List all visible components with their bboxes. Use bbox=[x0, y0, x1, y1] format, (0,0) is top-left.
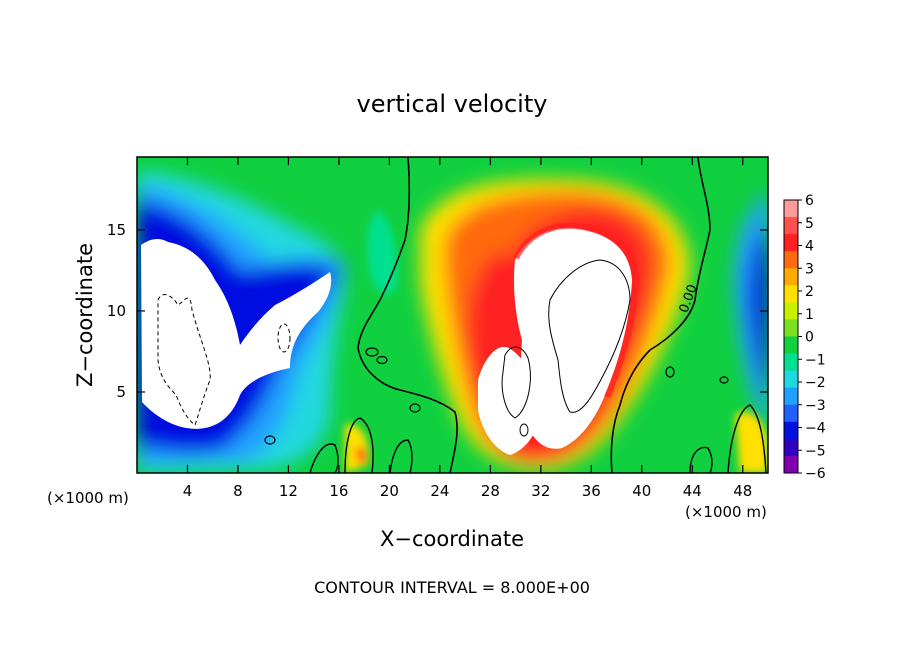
x-tick-label: 12 bbox=[279, 482, 298, 500]
downdraft-core-white bbox=[141, 238, 332, 429]
colorbar-swatch bbox=[784, 285, 798, 303]
updraft-core-white bbox=[513, 227, 632, 449]
y-axis: 5 10 15 bbox=[107, 221, 768, 401]
y-tick-label: 5 bbox=[116, 383, 126, 401]
colorbar-swatch bbox=[784, 421, 798, 440]
zero-contour-ring-4 bbox=[264, 435, 276, 445]
zero-contour-left bbox=[357, 157, 458, 473]
updraft-red-rim bbox=[513, 222, 640, 399]
colorbar-swatch bbox=[784, 455, 798, 474]
colorbar-swatch bbox=[784, 251, 798, 269]
y-tick-label: 15 bbox=[107, 221, 126, 239]
colorbar-swatch bbox=[784, 302, 798, 320]
contour-interval: CONTOUR INTERVAL = 8.000E+00 bbox=[314, 578, 590, 597]
mid-cyan-streak bbox=[367, 210, 397, 294]
x-tick-label: 32 bbox=[531, 482, 550, 500]
y-tick-label: 10 bbox=[107, 302, 126, 320]
updraft-left-white bbox=[478, 346, 540, 455]
x-tick-label: 40 bbox=[632, 482, 651, 500]
colorbar-swatch bbox=[784, 200, 798, 218]
zero-contour-ring-3 bbox=[409, 403, 421, 413]
colorbar-tick-label: −3 bbox=[805, 398, 826, 414]
colorbar-swatch bbox=[784, 387, 798, 406]
x-tick-label: 16 bbox=[329, 482, 348, 500]
chart-title: vertical velocity bbox=[357, 90, 548, 118]
colorbar-tick-label: −5 bbox=[805, 443, 826, 459]
colorbar-swatch bbox=[784, 353, 798, 372]
colorbar-swatch bbox=[784, 370, 798, 389]
y-axis-label: Z−coordinate bbox=[73, 243, 97, 387]
zero-contour-right bbox=[610, 157, 711, 473]
colorbar-swatch bbox=[784, 217, 798, 235]
lower-orange-dot bbox=[355, 446, 367, 464]
colorbar-swatch bbox=[784, 404, 798, 423]
colorbar-tick-label: 1 bbox=[805, 307, 814, 323]
colorbar-tick-label: 0 bbox=[805, 330, 814, 346]
x-axis: 4 8 12 16 20 24 28 32 36 40 44 48 bbox=[183, 157, 752, 500]
x-tick-label: 48 bbox=[733, 482, 752, 500]
positive-contour-tiny bbox=[519, 423, 529, 437]
colorbar-swatch bbox=[784, 268, 798, 286]
zero-contour-bottom-3 bbox=[389, 439, 413, 473]
x-unit-right: (×1000 m) bbox=[685, 503, 767, 521]
colorbar-swatch bbox=[784, 336, 798, 354]
x-tick-label: 20 bbox=[380, 482, 399, 500]
zero-contour-bottom-1 bbox=[309, 443, 339, 473]
x-tick-label: 4 bbox=[183, 482, 193, 500]
positive-contour-large bbox=[548, 259, 631, 413]
colorbar-tick-label: −2 bbox=[805, 375, 826, 391]
x-tick-label: 8 bbox=[233, 482, 243, 500]
zero-contour-ring-6 bbox=[719, 376, 729, 384]
x-tick-label: 24 bbox=[430, 482, 449, 500]
colorbar-swatch bbox=[784, 319, 798, 337]
colorbar-tick-label: 3 bbox=[805, 261, 814, 277]
colorbar-tick-label: −4 bbox=[805, 421, 826, 437]
x-tick-label: 36 bbox=[582, 482, 601, 500]
x-unit-left: (×1000 m) bbox=[47, 489, 129, 507]
positive-contour-small bbox=[501, 346, 531, 419]
colorbar-tick-label: 2 bbox=[805, 284, 814, 300]
right-edge-deepblue bbox=[748, 225, 768, 395]
colorbar-tick-label: −1 bbox=[805, 352, 826, 368]
zero-contour-ring-1 bbox=[365, 347, 379, 357]
colorbar-swatch bbox=[784, 438, 798, 457]
colorbar: 6 5 4 3 2 1 0 −1 −2 −3 −4 −5 −6 bbox=[783, 193, 826, 482]
x-axis-label: X−coordinate bbox=[380, 527, 524, 551]
plot-frame bbox=[136, 156, 769, 474]
negative-contour-small bbox=[277, 323, 291, 353]
colorbar-tick-label: 6 bbox=[805, 193, 814, 209]
zero-contour-bottom-5 bbox=[727, 404, 767, 473]
colorbar-tick-label: −6 bbox=[805, 466, 826, 482]
colorbar-tick-label: 4 bbox=[805, 239, 814, 255]
zero-contour-bottom-4 bbox=[689, 446, 713, 473]
zero-contour-ring-5 bbox=[665, 366, 675, 378]
x-tick-label: 28 bbox=[481, 482, 500, 500]
zero-contour-ring-2 bbox=[376, 355, 388, 365]
heatmap-field: 0.00 bbox=[137, 157, 768, 473]
colorbar-swatch bbox=[784, 234, 798, 252]
x-tick-label: 44 bbox=[683, 482, 702, 500]
zero-contour-bottom-2 bbox=[344, 417, 374, 473]
colorbar-tick-label: 5 bbox=[805, 216, 814, 232]
